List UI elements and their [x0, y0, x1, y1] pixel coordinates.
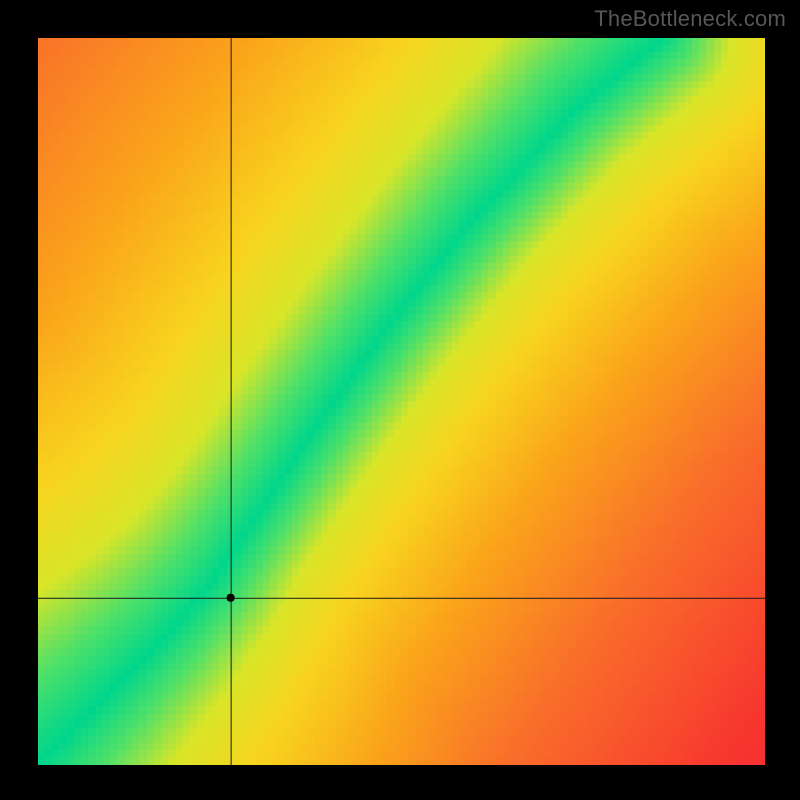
watermark-text: TheBottleneck.com [594, 6, 786, 32]
heatmap-canvas [38, 38, 765, 765]
heatmap-plot [38, 38, 765, 765]
